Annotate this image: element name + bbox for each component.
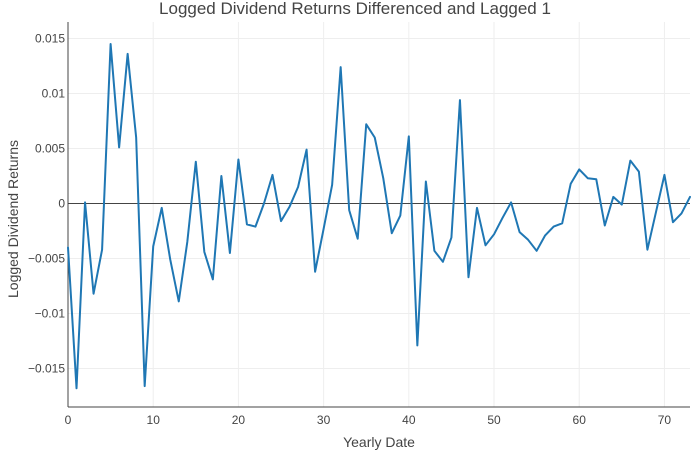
y-tick-label: 0.01 bbox=[42, 87, 66, 101]
chart-title: Logged Dividend Returns Differenced and … bbox=[159, 0, 551, 18]
y-tick-label: 0 bbox=[58, 197, 65, 211]
tick-labels: 0 10 20 30 40 50 60 70 −0.015 −0.01 −0.005 0 0.005 0.… bbox=[28, 32, 671, 428]
x-tick-label: 10 bbox=[147, 413, 161, 427]
x-tick-label: 0 bbox=[65, 413, 72, 427]
y-tick-label: 0.005 bbox=[35, 142, 65, 156]
x-tick-label: 20 bbox=[232, 413, 246, 427]
x-tick-label: 50 bbox=[487, 413, 501, 427]
x-tick-label: 70 bbox=[658, 413, 672, 427]
y-tick-label: −0.015 bbox=[28, 362, 65, 376]
series-layer bbox=[67, 43, 691, 390]
x-tick-label: 60 bbox=[573, 413, 587, 427]
y-tick-label: −0.01 bbox=[35, 307, 66, 321]
x-axis-title: Yearly Date bbox=[343, 434, 415, 450]
axes bbox=[67, 22, 690, 408]
y-tick-label: 0.015 bbox=[35, 32, 65, 46]
y-axis-title: Logged Dividend Returns bbox=[5, 140, 21, 298]
x-tick-label: 40 bbox=[402, 413, 416, 427]
y-tick-label: −0.005 bbox=[28, 252, 65, 266]
series-line bbox=[67, 43, 691, 390]
x-tick-label: 30 bbox=[317, 413, 331, 427]
grid bbox=[68, 22, 690, 407]
